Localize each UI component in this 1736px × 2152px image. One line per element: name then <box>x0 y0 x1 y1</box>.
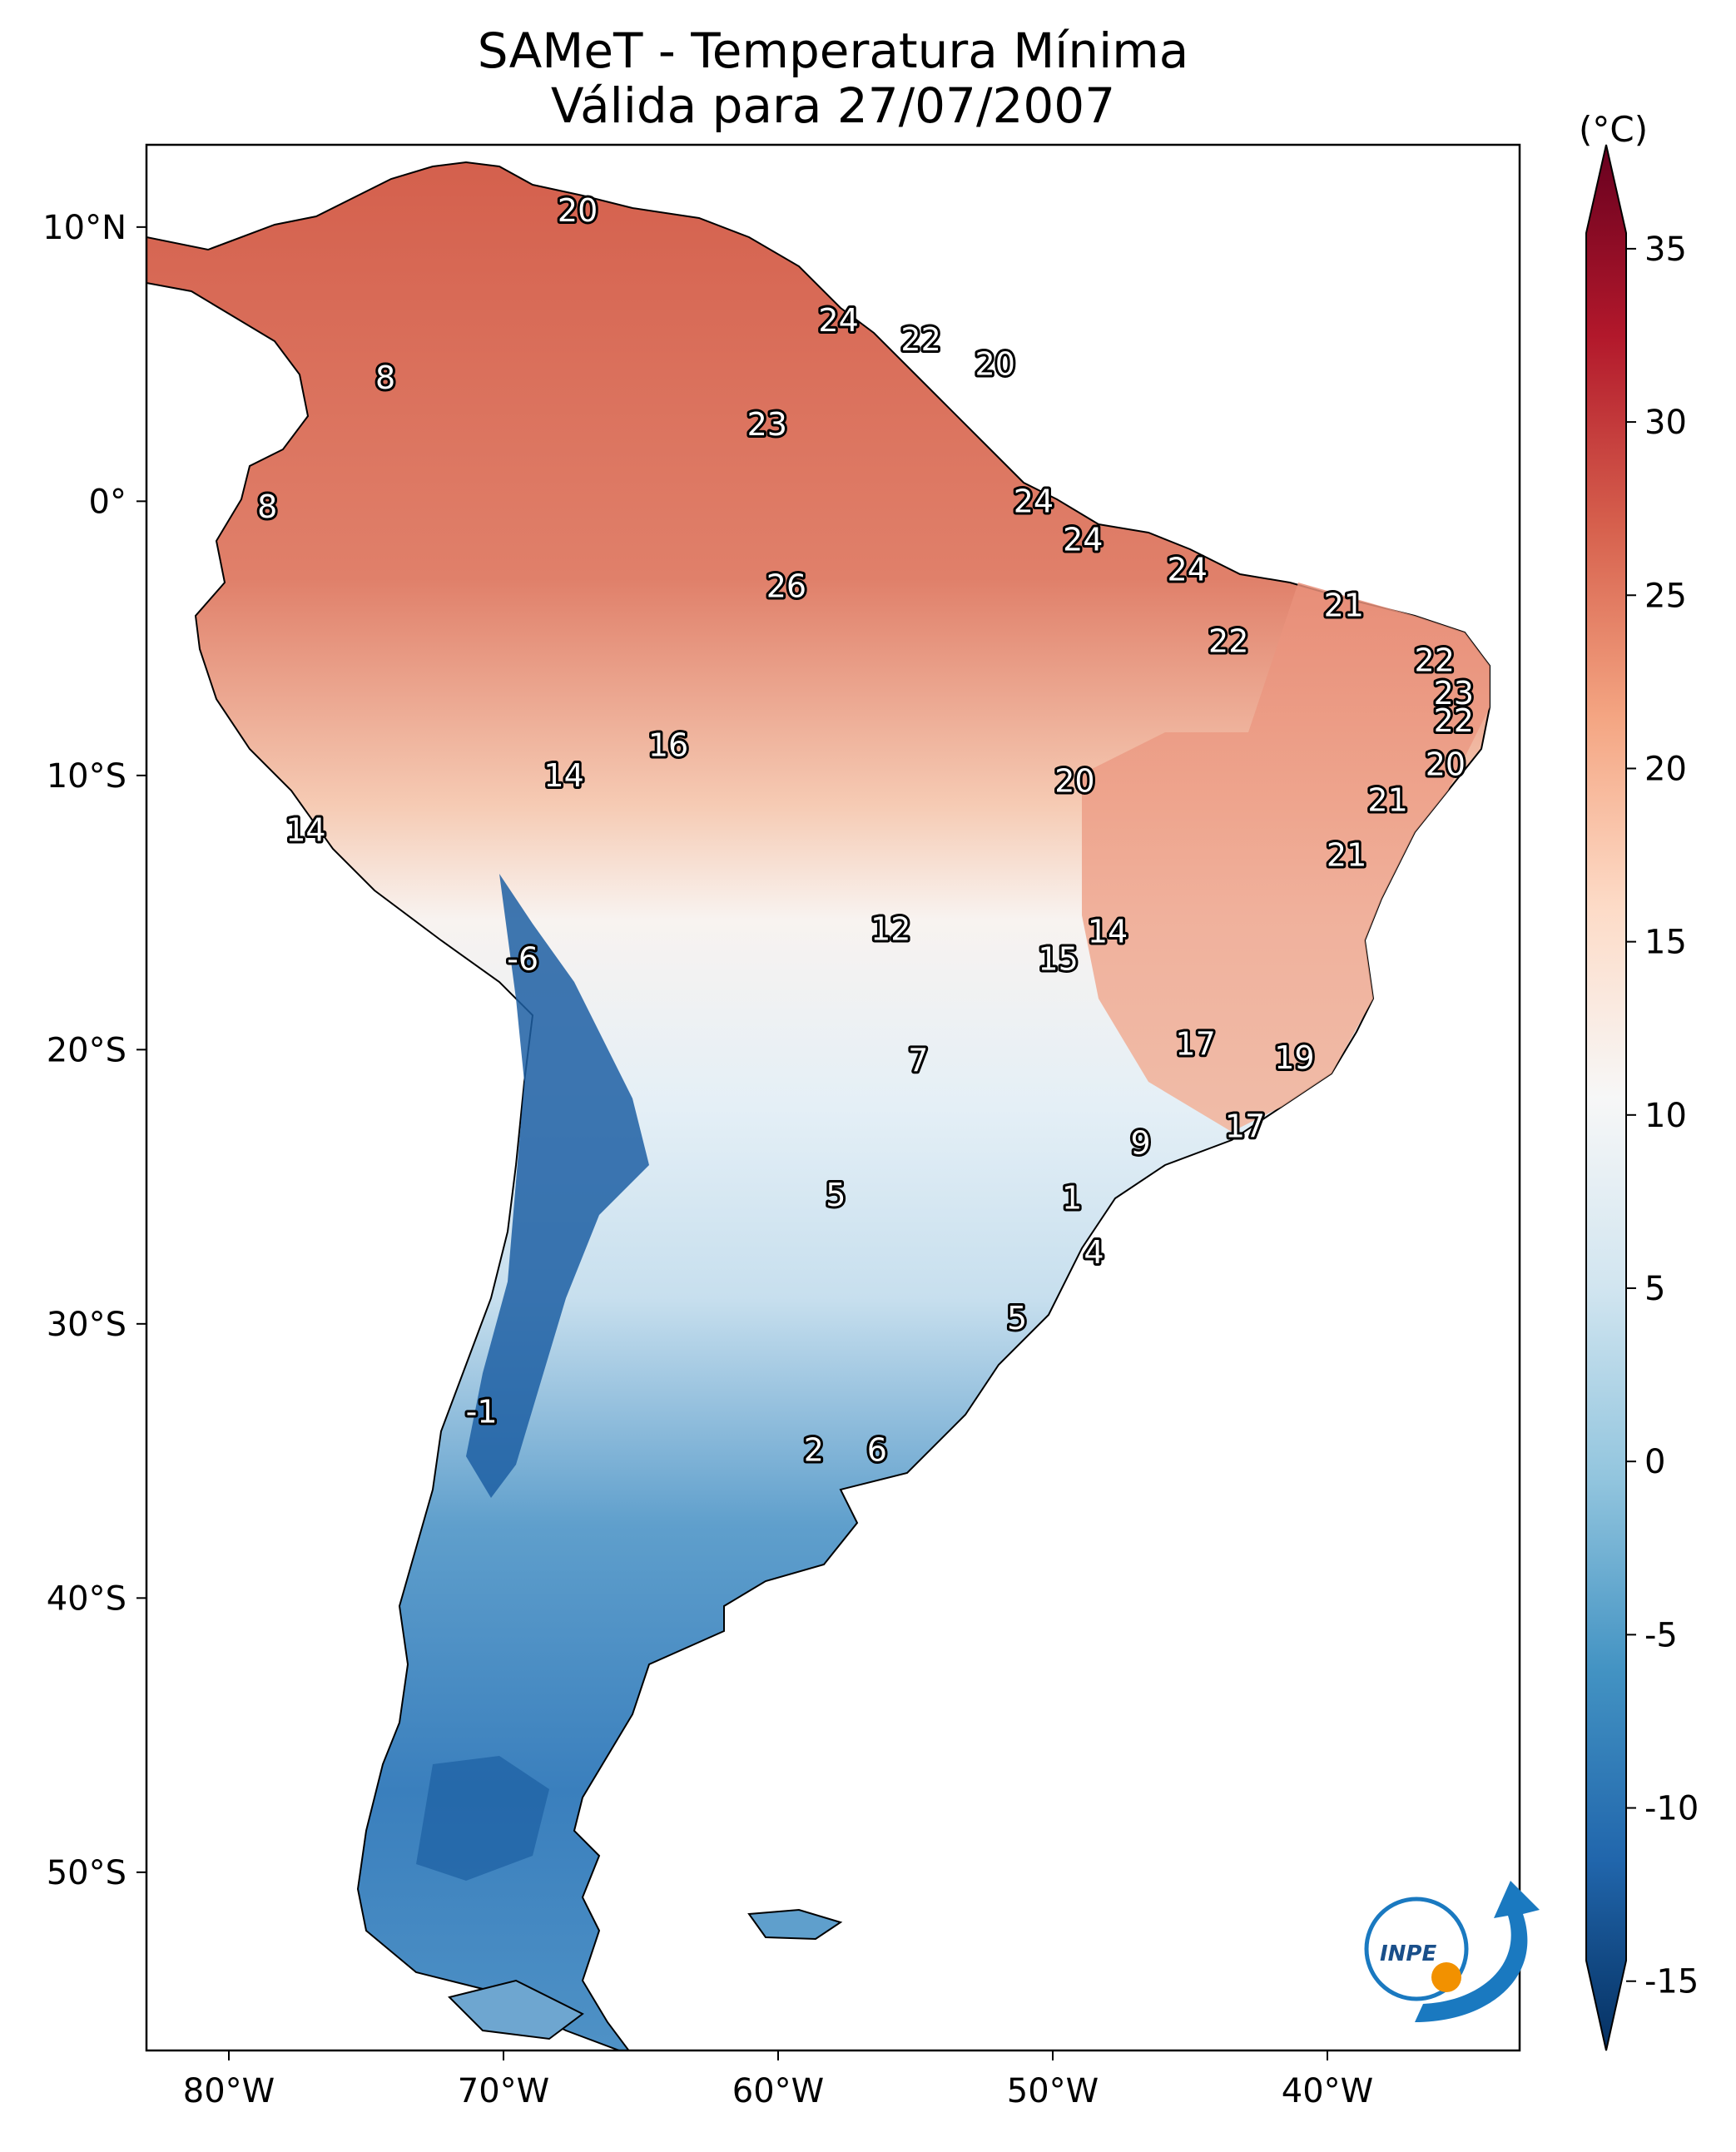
temperature-value-label: 20 <box>558 192 598 229</box>
logo-swoosh <box>1415 1881 1540 2022</box>
temperature-value-label: 8 <box>375 359 395 396</box>
temperature-value-label: 24 <box>1063 521 1103 558</box>
logo-ring <box>1364 1897 1469 2001</box>
x-tick-label: 40°W <box>1282 2072 1373 2110</box>
x-tick-label: 50°W <box>1007 2072 1099 2110</box>
temperature-value-label: 21 <box>1324 588 1364 624</box>
temperature-value-label: 21 <box>1367 781 1407 818</box>
temperature-value-label: 24 <box>1014 483 1054 519</box>
inpe-logo: INPE <box>1364 1881 1540 2022</box>
x-axis-ticks: 80°W 70°W 60°W 50°W 40°W <box>183 2050 1373 2110</box>
temperature-value-label: 4 <box>1084 1234 1104 1271</box>
temperature-value-label: 22 <box>1415 642 1455 678</box>
tierra-del-fuego <box>448 1979 584 2040</box>
y-tick-label: 50°S <box>47 1854 126 1892</box>
temperature-value-label: 20 <box>1426 746 1466 783</box>
temperature-value-label: 16 <box>648 727 688 764</box>
y-tick-label: 0° <box>89 483 126 521</box>
temperature-value-label: 17 <box>1175 1026 1215 1063</box>
temperature-value-label: 24 <box>818 302 858 339</box>
temperature-value-label: 23 <box>1434 675 1474 712</box>
colorbar-tick-label: -5 <box>1644 1616 1678 1654</box>
temperature-value-label: 8 <box>257 488 277 525</box>
temperature-value-label: 14 <box>285 812 325 849</box>
x-tick-label: 80°W <box>183 2072 275 2110</box>
map-axes-frame <box>145 143 1521 2052</box>
colorbar: (°C) 35 30 25 20 15 10 5 0 -5 -10 -15 <box>1579 109 1699 2051</box>
temperature-value-label: 24 <box>1168 552 1208 588</box>
temperature-value-label: 21 <box>1327 836 1366 873</box>
temperature-value-label: 17 <box>1225 1108 1265 1145</box>
temperature-value-label: 1 <box>1062 1179 1082 1216</box>
temperature-value-label: 26 <box>766 568 806 604</box>
colorbar-tick-label: 25 <box>1644 577 1687 615</box>
temperature-value-label: 20 <box>1054 762 1094 799</box>
cold-patagonia <box>416 1756 549 1881</box>
south-america-landmass <box>146 161 1490 2050</box>
warm-region-northeast <box>1082 583 1490 1132</box>
temperature-field <box>146 161 1490 2050</box>
logo-dot <box>1431 1962 1461 1992</box>
temperature-value-label: 5 <box>826 1177 846 1213</box>
temperature-value-label: 23 <box>747 406 787 443</box>
colorbar-tick-label: -15 <box>1644 1963 1699 2001</box>
temperature-value-label: 9 <box>1131 1124 1151 1161</box>
temperature-value-label: 22 <box>900 321 940 358</box>
colorbar-tick-label: 10 <box>1644 1097 1687 1135</box>
colorbar-tick-label: 35 <box>1644 231 1687 269</box>
temperature-value-label: 14 <box>1088 914 1128 950</box>
y-tick-label: 10°N <box>42 209 126 247</box>
temperature-value-label: 12 <box>870 910 910 947</box>
x-tick-label: 60°W <box>732 2072 824 2110</box>
colorbar-tick-label: 0 <box>1644 1443 1665 1481</box>
colorbar-tick-label: 15 <box>1644 924 1687 962</box>
temperature-value-label: 22 <box>1208 622 1248 659</box>
temperature-value-label: 2 <box>804 1431 824 1468</box>
map-title: SAMeT - Temperatura Mínima <box>477 22 1189 79</box>
y-tick-label: 10°S <box>47 757 126 796</box>
colorbar-tick-label: 20 <box>1644 750 1687 788</box>
y-tick-label: 40°S <box>47 1579 126 1618</box>
colorbar-unit: (°C) <box>1579 109 1648 150</box>
colorbar-tick-label: 5 <box>1644 1270 1665 1308</box>
colorbar-tick-label: 30 <box>1644 404 1687 442</box>
temperature-value-label: 20 <box>975 346 1015 383</box>
cold-andes-strip <box>466 874 649 1498</box>
logo-text: INPE <box>1380 1941 1436 1966</box>
x-tick-label: 70°W <box>458 2072 549 2110</box>
temperature-value-label: 5 <box>1007 1300 1027 1336</box>
temperature-value-label: 7 <box>908 1043 928 1079</box>
y-tick-label: 20°S <box>47 1031 126 1069</box>
map-subtitle: Válida para 27/07/2007 <box>550 77 1116 134</box>
temperature-value-label: 6 <box>867 1431 887 1468</box>
temperature-value-label: 14 <box>543 757 583 794</box>
colorbar-ticks: 35 30 25 20 15 10 5 0 -5 -10 -15 <box>1626 231 1699 2001</box>
temperature-value-label: -6 <box>507 941 538 978</box>
temperature-value-label: -1 <box>466 1393 498 1430</box>
temperature-value-label: 22 <box>1434 702 1474 739</box>
colorbar-tick-label: -10 <box>1644 1790 1699 1828</box>
temperature-value-label: 19 <box>1274 1039 1314 1076</box>
y-axis-ticks: 10°N 0° 10°S 20°S 30°S 40°S 50°S <box>42 209 146 1892</box>
falkland-islands <box>747 1908 843 1941</box>
y-tick-label: 30°S <box>47 1306 126 1344</box>
colorbar-gradient <box>1585 144 1627 2051</box>
temperature-value-label: 15 <box>1038 941 1078 978</box>
